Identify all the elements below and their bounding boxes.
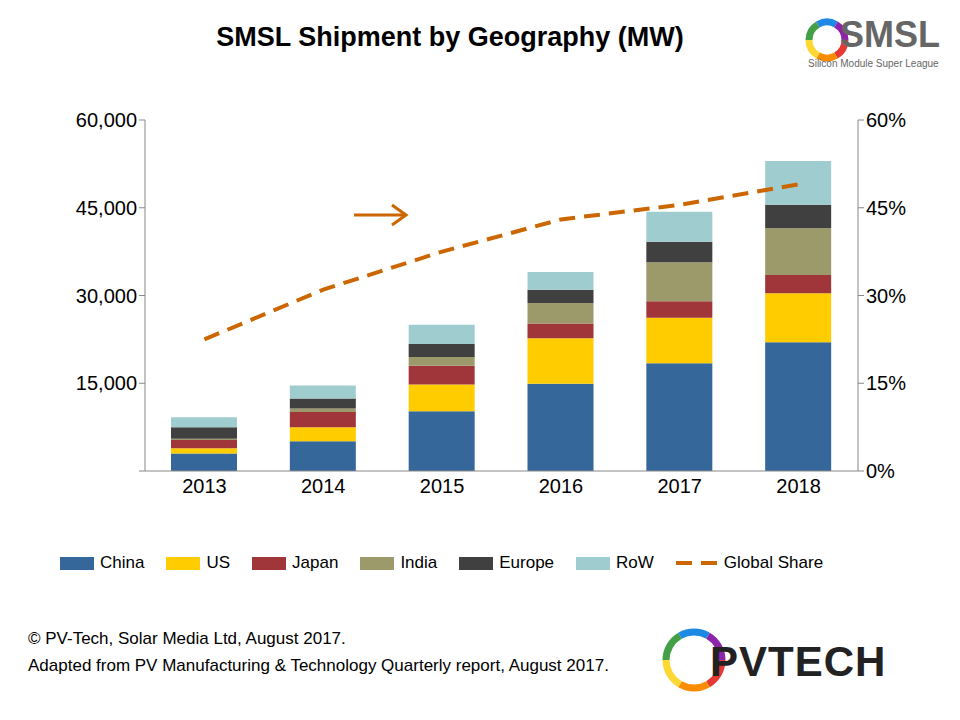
svg-text:30,000: 30,000 — [76, 285, 137, 307]
svg-text:2013: 2013 — [182, 475, 227, 497]
svg-text:2018: 2018 — [776, 475, 821, 497]
svg-text:15,000: 15,000 — [76, 372, 137, 394]
svg-text:60,000: 60,000 — [76, 109, 137, 131]
svg-text:45%: 45% — [866, 197, 906, 219]
html-text:Japan: Japan — [292, 553, 339, 572]
svg-text:2016: 2016 — [539, 475, 584, 497]
html-text:© PV-Tech, Solar Media Ltd, Au: © PV-Tech, Solar Media Ltd, August 2017. — [28, 629, 346, 648]
html-text:PVTECH: PVTECH — [710, 638, 887, 685]
html-text:RoW: RoW — [616, 553, 654, 572]
html-text:China: China — [100, 553, 145, 572]
svg-text:2017: 2017 — [658, 475, 703, 497]
svg-text:2015: 2015 — [420, 475, 465, 497]
html-text:Europe: Europe — [499, 553, 555, 572]
svg-text:60%: 60% — [866, 109, 906, 131]
html-text:Silicon Module Super League: Silicon Module Super League — [808, 58, 939, 69]
svg-text:0%: 0% — [866, 460, 895, 482]
svg-text:30%: 30% — [866, 285, 906, 307]
html-text:Global Share: Global Share — [723, 553, 824, 572]
svg-text:15%: 15% — [866, 372, 906, 394]
html-text:SMSL: SMSL — [840, 14, 940, 55]
html-text:SMSL Shipment by Geography (MW: SMSL Shipment by Geography (MW) — [216, 22, 684, 52]
html-text:Adapted from PV Manufacturing: Adapted from PV Manufacturing & Technolo… — [28, 656, 609, 675]
svg-text:2014: 2014 — [301, 475, 346, 497]
html-text:US: US — [206, 553, 230, 572]
html-text:India: India — [400, 553, 438, 572]
svg-text:45,000: 45,000 — [76, 197, 137, 219]
